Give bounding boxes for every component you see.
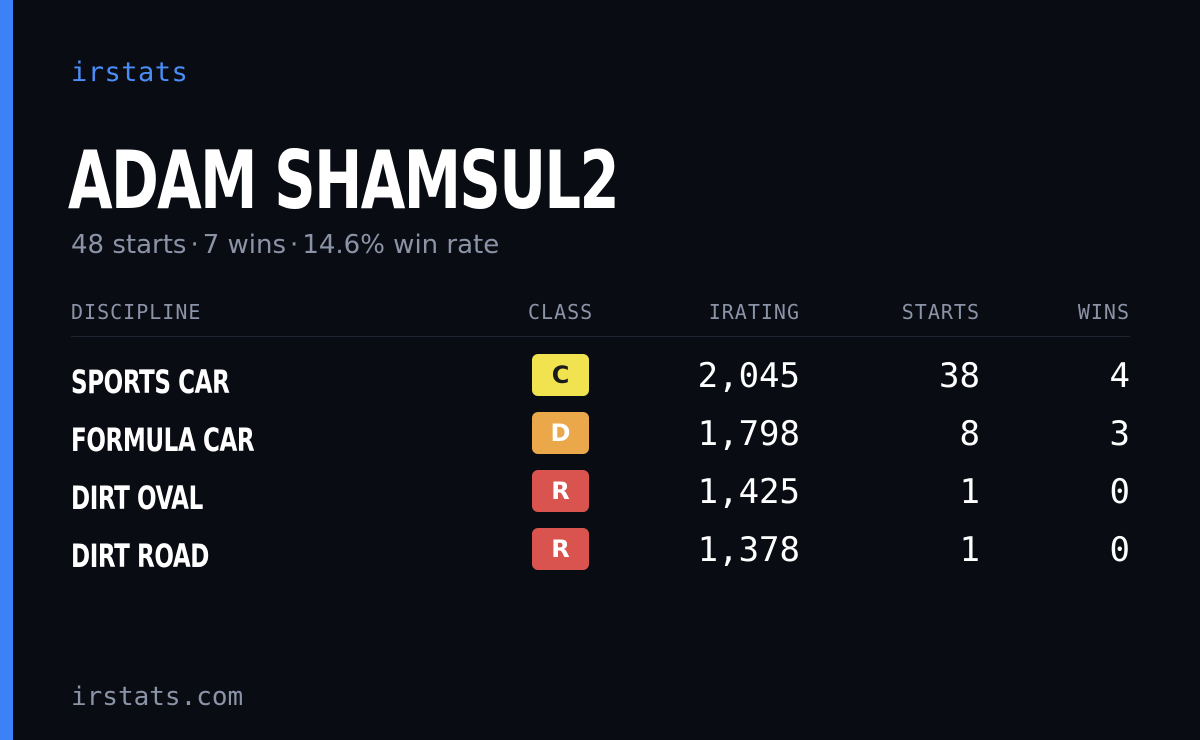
header-starts: STARTS — [901, 300, 980, 324]
irating-value: 2,045 — [697, 356, 800, 396]
player-name: ADAM SHAMSUL2 — [68, 134, 620, 227]
class-badge: D — [532, 412, 589, 454]
discipline-name: DIRT OVAL — [71, 479, 203, 517]
summary-separator: · — [190, 230, 199, 260]
summary-separator: · — [290, 230, 299, 260]
wins-value: 0 — [1109, 530, 1130, 570]
summary-starts: 48 starts — [71, 230, 187, 260]
header-irating: IRATING — [708, 300, 800, 324]
irating-value: 1,425 — [697, 472, 800, 512]
class-badge: R — [532, 470, 589, 512]
table-row: FORMULA CAR D 1,798 8 3 — [71, 412, 1130, 468]
stats-summary: 48 starts · 7 wins · 14.6% win rate — [71, 228, 499, 262]
discipline-name: FORMULA CAR — [71, 421, 255, 459]
header-class: CLASS — [528, 300, 594, 324]
discipline-name: DIRT ROAD — [71, 537, 209, 575]
table-row: DIRT ROAD R 1,378 1 0 — [71, 528, 1130, 584]
accent-bar — [0, 0, 13, 740]
starts-value: 1 — [959, 472, 980, 512]
summary-win-rate: 14.6% win rate — [302, 230, 500, 260]
starts-value: 38 — [939, 356, 980, 396]
header-discipline: DISCIPLINE — [71, 300, 202, 324]
table-row: DIRT OVAL R 1,425 1 0 — [71, 470, 1130, 526]
starts-value: 1 — [959, 530, 980, 570]
wins-value: 0 — [1109, 472, 1130, 512]
summary-wins: 7 wins — [202, 230, 287, 260]
footer-url: irstats.com — [71, 682, 244, 712]
wins-value: 4 — [1109, 356, 1130, 396]
discipline-name: SPORTS CAR — [71, 363, 230, 401]
starts-value: 8 — [959, 414, 980, 454]
table-header: DISCIPLINE CLASS IRATING STARTS WINS — [71, 298, 1130, 337]
header-wins: WINS — [1077, 300, 1130, 324]
brand-logo: irstats — [71, 57, 189, 88]
wins-value: 3 — [1109, 414, 1130, 454]
irating-value: 1,798 — [697, 414, 800, 454]
class-badge: C — [532, 354, 589, 396]
class-badge: R — [532, 528, 589, 570]
irating-value: 1,378 — [697, 530, 800, 570]
table-row: SPORTS CAR C 2,045 38 4 — [71, 354, 1130, 410]
